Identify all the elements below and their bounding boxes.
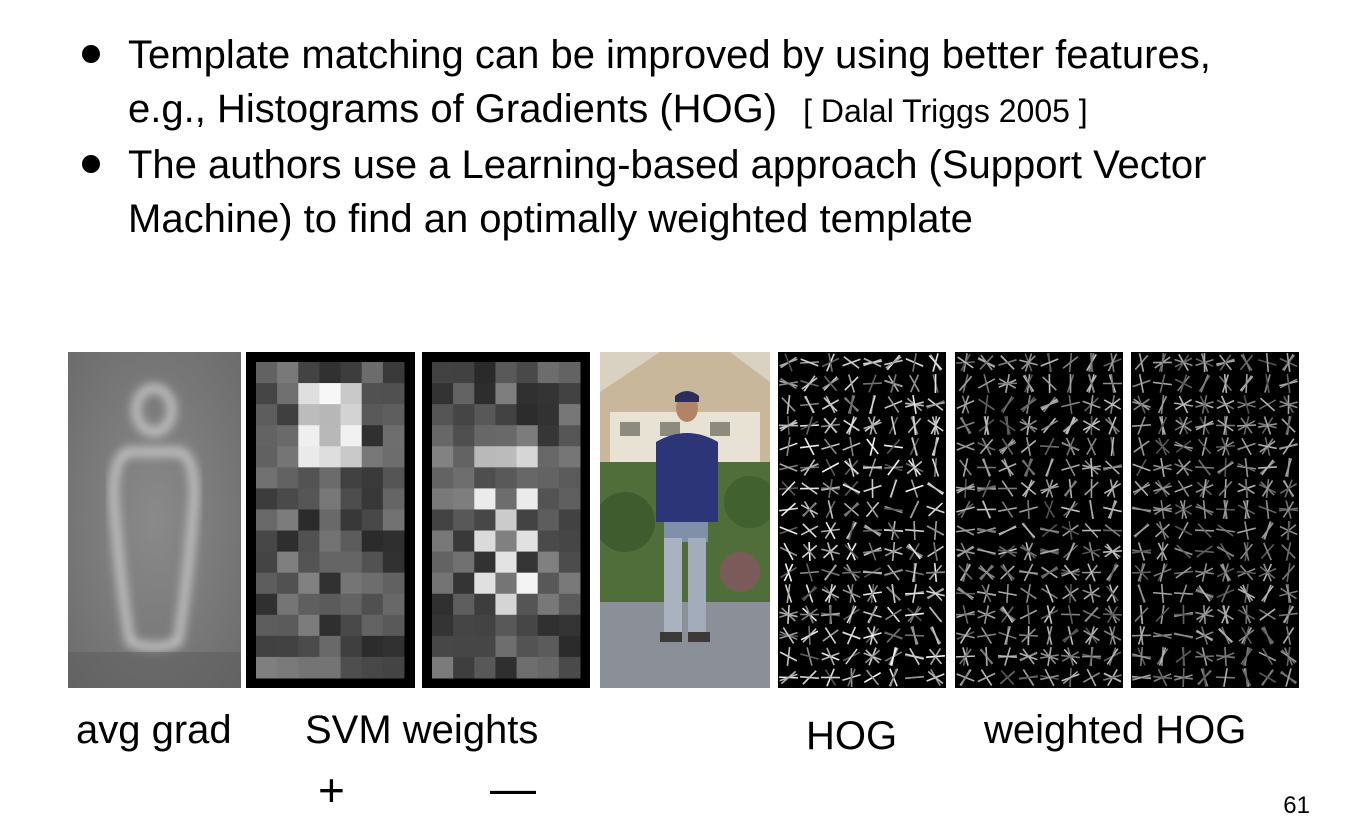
weighted-hog-positive-image <box>955 352 1123 688</box>
avg-grad-image <box>68 352 241 688</box>
hog-label: HOG <box>806 714 898 758</box>
weighted-hog-negative-image <box>1131 352 1299 688</box>
bullet-1-line-2: e.g., Histograms of Gradients (HOG) <box>128 87 778 131</box>
bullet-1-line-1: Template matching can be improved by usi… <box>128 33 1211 77</box>
svm-weights-negative-image <box>422 352 590 688</box>
bullet-2-line-1: The authors use a Learning-based approac… <box>128 143 1207 187</box>
bullet-2-line-2: Machine) to find an optimally weighted t… <box>128 197 973 241</box>
bullet-dot <box>82 45 100 63</box>
bullet-1-line-2-wrap: e.g., Histograms of Gradients (HOG) [ Dal… <box>128 82 1320 138</box>
svm-weights-positive-image <box>246 352 415 688</box>
bullet-dot <box>82 155 100 173</box>
bullet-item-2: The authors use a Learning-based approac… <box>70 138 1320 246</box>
svm-weights-label: SVM weights <box>305 708 539 752</box>
hog-image <box>778 352 946 688</box>
minus-sign: — <box>490 762 536 814</box>
weighted-hog-label: weighted HOG <box>984 708 1247 752</box>
pedestrian-photo <box>600 352 770 688</box>
page-number: 61 <box>1283 792 1310 819</box>
plus-sign: + <box>318 764 345 816</box>
bullet-item-1: Template matching can be improved by usi… <box>70 28 1320 138</box>
avg-grad-label: avg grad <box>76 708 232 752</box>
bullet-list: Template matching can be improved by usi… <box>70 28 1320 246</box>
citation: [ Dalal Triggs 2005 ] <box>803 93 1088 129</box>
